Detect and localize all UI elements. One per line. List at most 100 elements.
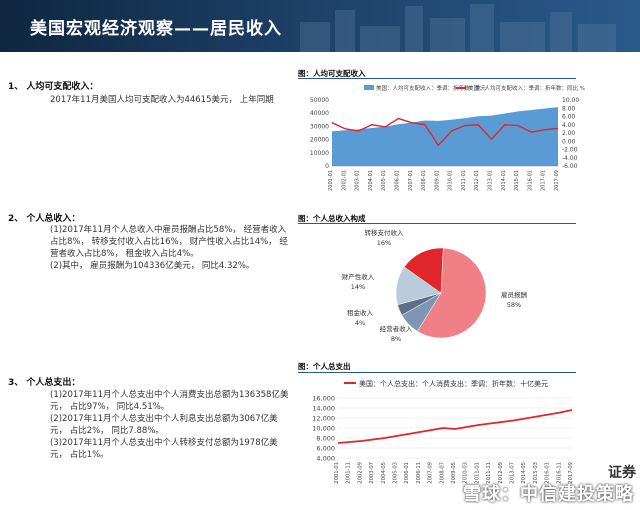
brand-text: 证券 (608, 465, 636, 481)
y-tick-label: 10000 (310, 150, 329, 157)
x-tick-label: 2003-01 (355, 170, 361, 191)
x-tick-label: 2013-07 (510, 462, 516, 484)
x-tick-label: 2013-01 (488, 170, 494, 191)
paragraph: (2)其中， 雇员报酬为104336亿美元， 同比4.32%。 (50, 261, 255, 271)
y-tick-label: 14,000 (312, 405, 335, 413)
income-composition-chart: 雇员报酬 58% 经营者收入 8% 租金收入 4% 财产性收入 14% 转移支付收入 16% (342, 228, 527, 343)
y-tick-label: 30000 (310, 123, 329, 130)
x-tick-label: 2001-01 (328, 170, 334, 191)
skyline-decoration (405, 6, 423, 52)
y2-tick-label: 6.00 (562, 114, 576, 121)
x-tick-label: 2004-05 (381, 462, 387, 484)
area-series-disposable-income (332, 107, 558, 166)
skyline-decoration (578, 24, 616, 52)
y2-tick-label: 4.00 (562, 122, 576, 129)
x-tick-label: 2008-07 (439, 462, 445, 484)
y-tick-label: 6,000 (316, 445, 335, 453)
skyline-decoration (470, 4, 494, 52)
y2-tick-label: 2.00 (562, 130, 576, 137)
x-tick-label: 2015-03 (533, 462, 539, 484)
x-tick-label: 2016-11 (556, 462, 562, 484)
slice-label: 经营者收入 (380, 324, 413, 333)
skyline-decoration (360, 26, 400, 52)
y2-tick-label: -4.00 (562, 155, 578, 162)
y-tick-label: 8,000 (316, 435, 335, 443)
x-tick-label: 2009-05 (451, 462, 457, 484)
x-tick-label: 2005-03 (393, 462, 399, 484)
paragraph: 2017年11月美国人均可支配收入为44615美元， 上年同期 (50, 95, 274, 105)
x-tick-label: 2017-09 (554, 170, 560, 191)
section-text-total-expenditure: (1)2017年11月个人总支出中个人消费支出总额为136358亿美元， 占比9… (50, 389, 290, 461)
legend-swatch (456, 87, 466, 89)
skyline-decoration (300, 22, 330, 52)
x-tick-label: 2007-09 (428, 462, 434, 484)
chart-caption-disposable-income: 图：人均可支配收入 (298, 69, 366, 78)
paragraph: (2)2017年11月个人总支出中个人利息支出总额为3067亿美元， 占比2%，… (50, 414, 278, 436)
section-heading-total-income: 2、 个人总收入： (8, 214, 81, 224)
header-banner: 美国宏观经济观察——居民收入 (0, 0, 640, 52)
slice-percent: 16% (377, 239, 391, 247)
pie-slice (403, 247, 444, 294)
x-tick-label: 2015-01 (514, 170, 520, 191)
pie-slice (417, 247, 487, 339)
x-tick-label: 2006-11 (416, 462, 422, 484)
y-tick-label: 0 (325, 163, 329, 170)
x-tick-label: 2002-09 (357, 462, 363, 484)
legend-swatch (364, 85, 374, 90)
y2-tick-label: 8.00 (562, 105, 576, 112)
slice-label: 租金收入 (347, 308, 374, 317)
skyline-decoration (500, 22, 545, 52)
x-tick-label: 2006-01 (404, 462, 410, 484)
x-tick-label: 2012-09 (498, 462, 504, 484)
x-tick-label: 2011-01 (461, 170, 467, 191)
y-tick-label: 20000 (310, 137, 329, 144)
section-heading-disposable-income: 1、 人均可支配收入： (8, 82, 99, 92)
y-tick-label: 50000 (310, 97, 329, 104)
x-tick-label: 2009-01 (434, 170, 440, 191)
section-text-total-income: (1)2017年11月个人总收入中雇员报酬占比58%， 经营者收入占比8%， 转… (50, 224, 290, 272)
disposable-income-chart: 美国：人均可支配收入：季调：折年数：美元美国：人均可支配收入：季调：折年数：同比… (310, 84, 585, 191)
x-tick-label: 2010-01 (448, 170, 454, 191)
y2-tick-label: 10.00 (562, 97, 579, 104)
slice-label: 财产性收入 (342, 272, 375, 281)
x-tick-label: 2011-11 (486, 462, 492, 484)
total-expenditure-chart: 美国：个人总支出：个人消费支出：季调：折年数：十亿美元 16,000 14,000 1… (312, 379, 574, 484)
skyline-decoration (335, 10, 355, 52)
x-tick-label: 2001-01 (334, 462, 340, 484)
y2-tick-label: -2.00 (562, 147, 578, 154)
y-tick-label: 4,000 (316, 455, 335, 463)
section-heading-total-expenditure: 3、 个人总支出： (8, 378, 81, 388)
x-tick-label: 2012-01 (474, 170, 480, 191)
paragraph: (1)2017年11月个人总支出中个人消费支出总额为136358亿美元， 占比9… (50, 390, 289, 412)
chart-caption-total-expenditure: 图：个人总支出 (298, 362, 351, 371)
skyline-decoration (550, 12, 572, 52)
paragraph: (3)2017年11月个人总支出中个人转移支付总额为1978亿美元， 占比1%。 (50, 438, 278, 460)
x-tick-label: 2003-07 (369, 462, 375, 484)
line-series-yoy (331, 117, 559, 147)
x-tick-label: 2017-01 (541, 170, 547, 191)
x-tick-label: 2010-03 (463, 462, 469, 484)
legend-label: 美国：人均可支配收入：季调：折年数：同比 % (468, 84, 585, 92)
chart-caption-income-composition: 图：个人总收入构成 (298, 214, 366, 223)
slice-label: 雇员报酬 (501, 290, 527, 299)
slice-label: 转移支付收入 (365, 228, 405, 237)
footer-logo: 证券 雪球：中信建投策略 (390, 460, 640, 510)
slice-percent: 8% (391, 335, 401, 343)
x-tick-label: 2004-01 (368, 170, 374, 191)
line-series-consumption (337, 409, 573, 444)
x-tick-label: 2017-09 (568, 462, 574, 484)
y-tick-label: 10,000 (312, 425, 335, 433)
section-text-disposable-income: 2017年11月美国人均可支配收入为44615美元， 上年同期 (50, 94, 290, 106)
legend-label: 美国：人均可支配收入：季调：折年数：美元 (376, 84, 487, 92)
slice-percent: 4% (355, 319, 365, 327)
x-tick-label: 2016-01 (527, 170, 533, 191)
x-tick-label: 2014-05 (521, 462, 527, 484)
x-tick-label: 2016-01 (545, 462, 551, 484)
caption-divider (298, 223, 576, 224)
x-tick-label: 2002-01 (341, 170, 347, 191)
slice-percent: 14% (351, 283, 365, 291)
slice-percent: 58% (507, 301, 521, 309)
y-tick-label: 12,000 (312, 415, 335, 423)
page-title: 美国宏观经济观察——居民收入 (30, 19, 282, 39)
paragraph: (1)2017年11月个人总收入中雇员报酬占比58%， 经营者收入占比8%， 转… (50, 225, 288, 259)
